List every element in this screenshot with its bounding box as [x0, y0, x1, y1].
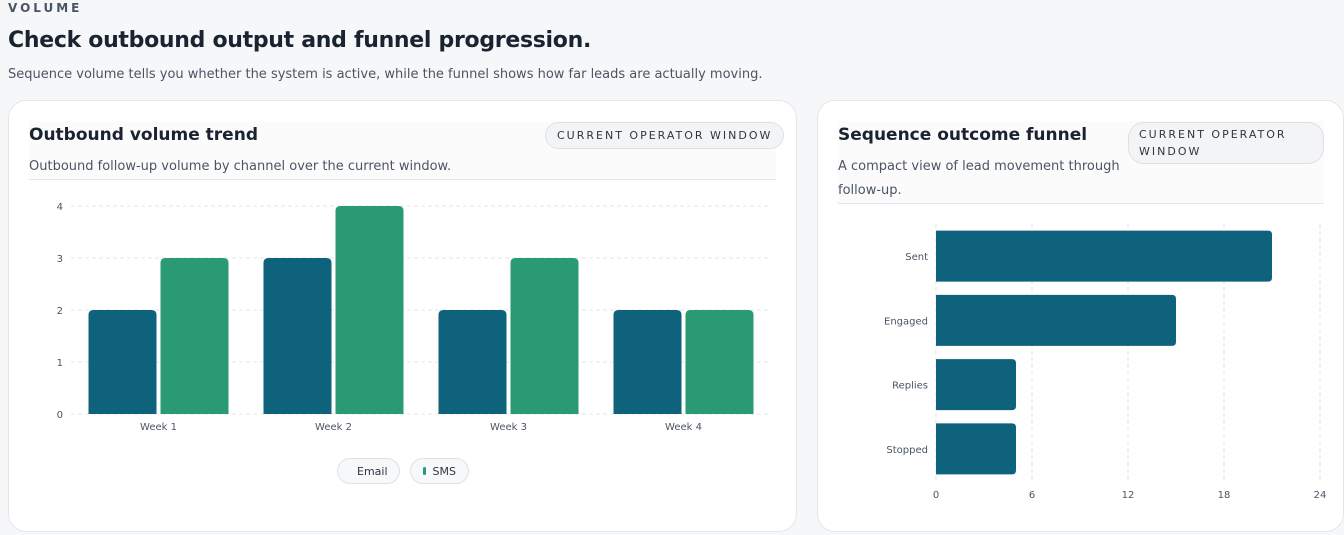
bar-sms-week-4 — [685, 310, 754, 414]
bar-email-week-3 — [438, 310, 507, 414]
volume-card-description: Outbound follow-up volume by channel ove… — [29, 159, 452, 174]
bar-email-week-1 — [88, 310, 157, 414]
funnel-bar-chart: 0 6 12 18 24 Sent Engaged Replies Stopped — [884, 224, 1327, 501]
funnel-bar-replies — [936, 359, 1016, 411]
x-tick-label: Week 3 — [490, 422, 527, 433]
y-tick-label: Replies — [892, 381, 928, 392]
funnel-desc-line2: follow-up. — [838, 183, 902, 198]
funnel-window-badge[interactable]: CURRENT OPERATOR WINDOW — [1128, 122, 1324, 164]
x-tick-label: 12 — [1122, 490, 1135, 501]
x-tick-label: Week 1 — [140, 422, 177, 433]
funnel-card-title: Sequence outcome funnel — [838, 125, 1088, 145]
y-tick-label: Stopped — [886, 445, 928, 456]
y-tick-label: Engaged — [884, 316, 928, 327]
funnel-bar-stopped — [936, 423, 1016, 475]
funnel-card: Sequence outcome funnel CURRENT OPERATOR… — [817, 100, 1344, 532]
y-tick-label: 4 — [57, 202, 63, 213]
legend-item-email[interactable]: Email — [337, 458, 400, 484]
y-tick-label: 3 — [57, 254, 63, 265]
volume-trend-card: Outbound volume trend CURRENT OPERATOR W… — [8, 100, 797, 532]
bar-email-week-4 — [613, 310, 682, 414]
volume-window-badge[interactable]: CURRENT OPERATOR WINDOW — [545, 122, 785, 149]
x-tick-label: 0 — [933, 490, 939, 501]
x-tick-label: 24 — [1314, 490, 1327, 501]
page-title: Check outbound output and funnel progres… — [8, 28, 592, 53]
volume-bar-chart: 0 1 2 3 4 Week 1 Week 2 Week 3 Week 4 — [57, 202, 771, 433]
y-tick-label: 1 — [57, 358, 63, 369]
funnel-desc-line1: A compact view of lead movement through — [838, 159, 1120, 174]
legend-label-sms: SMS — [432, 464, 456, 478]
section-eyebrow: VOLUME — [8, 1, 83, 15]
funnel-bar-engaged — [936, 294, 1176, 346]
y-tick-label: 0 — [57, 410, 63, 421]
bar-sms-week-1 — [160, 258, 229, 414]
bar-email-week-2 — [263, 258, 332, 414]
funnel-card-description: A compact view of lead movement through … — [838, 155, 1120, 203]
volume-card-title: Outbound volume trend — [29, 125, 258, 145]
x-tick-label: Week 2 — [315, 422, 352, 433]
bar-sms-week-2 — [335, 206, 404, 414]
x-tick-label: 6 — [1029, 490, 1035, 501]
funnel-badge-line1: CURRENT OPERATOR — [1139, 128, 1287, 141]
page-subtitle: Sequence volume tells you whether the sy… — [8, 67, 763, 82]
y-tick-label: Sent — [905, 252, 928, 263]
funnel-badge-line2: WINDOW — [1139, 145, 1202, 158]
legend-item-sms[interactable]: SMS — [410, 458, 469, 484]
legend-label-email: Email — [357, 464, 388, 478]
y-tick-label: 2 — [57, 306, 63, 317]
x-tick-label: 18 — [1218, 490, 1231, 501]
bar-sms-week-3 — [510, 258, 579, 414]
funnel-bar-sent — [936, 230, 1272, 282]
sms-swatch — [423, 467, 426, 475]
x-tick-label: Week 4 — [665, 422, 702, 433]
